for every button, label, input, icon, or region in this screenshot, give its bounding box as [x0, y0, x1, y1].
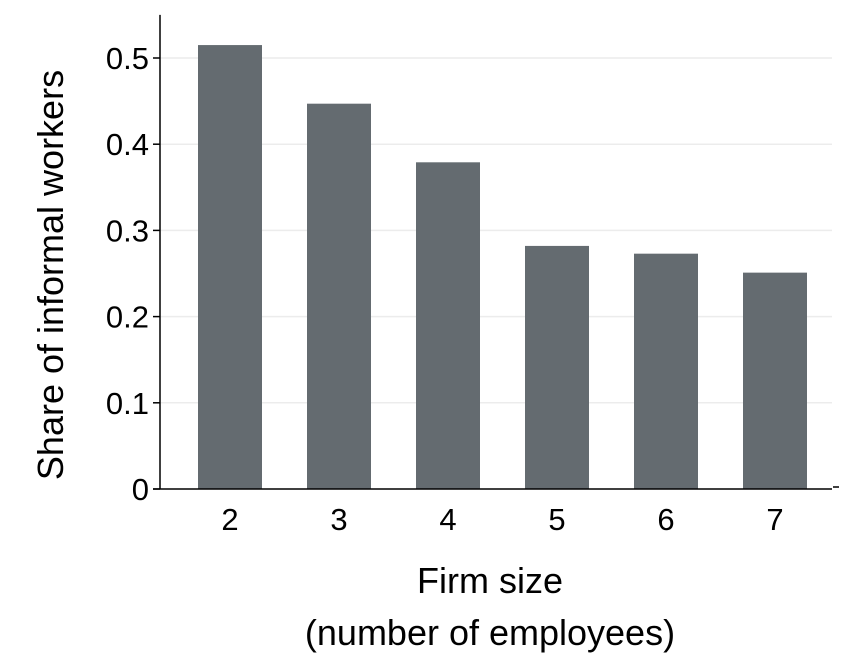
bar-6 — [634, 253, 698, 489]
bars — [198, 45, 807, 489]
x-tick-label-3: 3 — [330, 502, 347, 537]
x-ticks: 2 3 4 5 6 7 — [221, 502, 783, 537]
y-axis-title: Share of informal workers — [30, 70, 71, 480]
y-tick-label-0.2: 0.2 — [106, 300, 149, 335]
bar-4 — [416, 162, 480, 489]
y-tick-label-0.1: 0.1 — [106, 386, 149, 421]
x-axis-title-line-2: (number of employees) — [305, 612, 675, 653]
axes — [153, 14, 839, 490]
bar-2 — [198, 45, 262, 489]
bar-7 — [743, 272, 807, 489]
x-tick-label-4: 4 — [439, 502, 456, 537]
x-tick-label-5: 5 — [548, 502, 565, 537]
y-tick-label-0.3: 0.3 — [106, 213, 149, 248]
x-tick-label-6: 6 — [657, 502, 674, 537]
bar-3 — [307, 103, 371, 489]
x-tick-label-7: 7 — [766, 502, 783, 537]
y-tick-label-0.5: 0.5 — [106, 41, 149, 76]
y-tick-label-0.4: 0.4 — [106, 127, 149, 162]
gridlines — [160, 57, 832, 404]
y-tick-label-0: 0 — [132, 472, 149, 507]
bar-5 — [525, 245, 589, 489]
x-axis-title-line-1: Firm size — [417, 560, 563, 601]
x-tick-label-2: 2 — [221, 502, 238, 537]
y-ticks: 0 0.1 0.2 0.3 0.4 0.5 — [106, 41, 160, 507]
